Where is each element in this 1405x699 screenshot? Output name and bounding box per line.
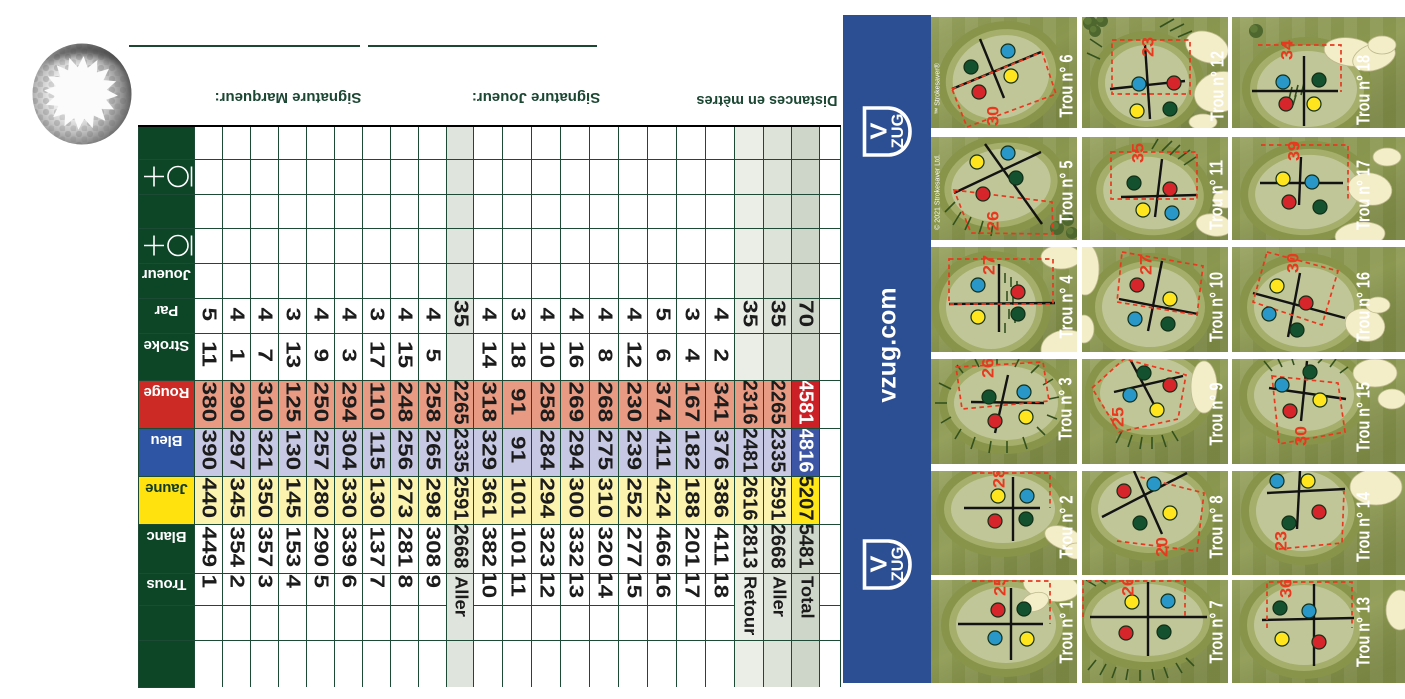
svg-text:Trou n° 18: Trou n° 18 — [1353, 55, 1374, 125]
svg-text:Trou n° 5: Trou n° 5 — [1056, 161, 1077, 224]
svg-text:V: V — [867, 556, 893, 573]
svg-text:Trou n° 12: Trou n° 12 — [1206, 51, 1227, 121]
svg-text:30: 30 — [984, 106, 1003, 126]
svg-text:Trou n° 1: Trou n° 1 — [1056, 601, 1077, 664]
svg-text:Trou n° 9: Trou n° 9 — [1205, 383, 1226, 446]
svg-text:27: 27 — [980, 255, 999, 275]
svg-text:Trou n° 3: Trou n° 3 — [1055, 378, 1076, 441]
svg-text:25: 25 — [991, 580, 1010, 596]
svg-text:23: 23 — [1138, 37, 1157, 57]
svg-text:Trou n° 17: Trou n° 17 — [1353, 160, 1374, 230]
svg-text:Trou n° 2: Trou n° 2 — [1056, 496, 1077, 559]
svg-text:Trou n° 7: Trou n° 7 — [1205, 601, 1226, 664]
svg-text:© 2021 Strokesaver Ltd.: © 2021 Strokesaver Ltd. — [934, 154, 942, 230]
svg-text:Trou n° 6: Trou n° 6 — [1056, 55, 1077, 118]
svg-text:26: 26 — [1118, 580, 1137, 596]
svg-text:Trou n° 13: Trou n° 13 — [1353, 597, 1374, 667]
svg-text:39: 39 — [1285, 141, 1304, 161]
svg-text:28: 28 — [990, 471, 1009, 488]
svg-text:27: 27 — [1136, 255, 1155, 275]
svg-text:20: 20 — [1152, 537, 1171, 557]
svg-text:36: 36 — [1277, 580, 1296, 598]
svg-text:25: 25 — [1108, 407, 1127, 427]
svg-text:34: 34 — [1278, 39, 1297, 60]
svg-text:Trou n° 8: Trou n° 8 — [1205, 496, 1226, 559]
svg-text:Trou n° 14: Trou n° 14 — [1353, 491, 1374, 562]
svg-text:™ Strokesaver®: ™ Strokesaver® — [934, 62, 942, 114]
svg-text:Trou n° 4: Trou n° 4 — [1056, 275, 1077, 339]
svg-text:30: 30 — [1292, 426, 1311, 446]
svg-text:Trou n° 15: Trou n° 15 — [1353, 382, 1374, 452]
svg-text:ZUG: ZUG — [889, 547, 907, 582]
svg-text:26: 26 — [984, 211, 1003, 231]
svg-text:V: V — [867, 123, 893, 140]
svg-text:26: 26 — [979, 359, 998, 378]
svg-text:Trou n° 10: Trou n° 10 — [1205, 272, 1226, 342]
svg-text:30: 30 — [1284, 253, 1303, 273]
svg-text:Trou n° 16: Trou n° 16 — [1353, 272, 1374, 342]
svg-text:23: 23 — [1272, 531, 1291, 551]
svg-text:35: 35 — [1128, 143, 1147, 163]
svg-text:Trou n° 11: Trou n° 11 — [1205, 160, 1226, 230]
svg-text:ZUG: ZUG — [889, 114, 907, 149]
